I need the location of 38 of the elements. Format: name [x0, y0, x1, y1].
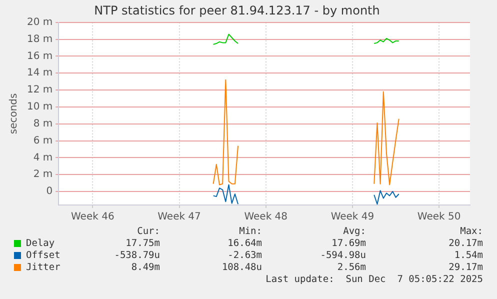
y-tick-label: 20 m: [26, 16, 53, 28]
x-tick-label: Week 49: [330, 212, 374, 223]
legend-label: Delay: [26, 238, 55, 249]
text: 29.17m: [448, 262, 483, 273]
y-tick-label: 4 m: [33, 152, 53, 164]
text: 108.48u: [222, 262, 262, 273]
x-tick-label: Week 46: [71, 212, 114, 223]
chart-title: NTP statistics for peer 81.94.123.17 - by month: [94, 3, 380, 18]
text: Cur:: [137, 226, 160, 237]
text: Max:: [460, 226, 483, 237]
y-tick-label: 12 m: [26, 84, 53, 96]
y-axis-title: seconds: [8, 93, 20, 134]
y-tick-label: 14 m: [26, 68, 53, 79]
y-tick-label: 10 m: [26, 102, 53, 113]
y-tick-label: 18 m: [26, 34, 53, 45]
y-tick-label: 0: [46, 186, 53, 198]
text: -2.63m: [228, 250, 262, 261]
text: -538.79u: [114, 250, 160, 261]
legend-label: Offset: [26, 250, 60, 261]
text: 1.54m: [454, 250, 483, 261]
legend-label: Jitter: [26, 262, 60, 273]
text: -594.98u: [320, 250, 366, 261]
text: Min:: [239, 226, 262, 237]
y-tick-label: 2 m: [33, 169, 53, 180]
text: 16.64m: [228, 238, 262, 249]
y-tick-label: 6 m: [33, 135, 53, 146]
y-tick-label: 16 m: [26, 50, 53, 62]
text: 2.56m: [337, 262, 366, 273]
text: 17.69m: [332, 238, 366, 249]
text: Avg:: [343, 226, 366, 237]
text: Last update: Sun Dec 7 05:05:22 2025: [266, 274, 483, 285]
x-tick-label: Week 47: [158, 212, 201, 223]
x-tick-label: Week 50: [417, 212, 461, 223]
y-tick-label: 8 m: [33, 118, 53, 130]
text: 20.17m: [448, 238, 483, 249]
text: 8.49m: [131, 262, 160, 273]
text: 17.75m: [126, 238, 160, 249]
x-tick-label: Week 48: [244, 212, 288, 223]
